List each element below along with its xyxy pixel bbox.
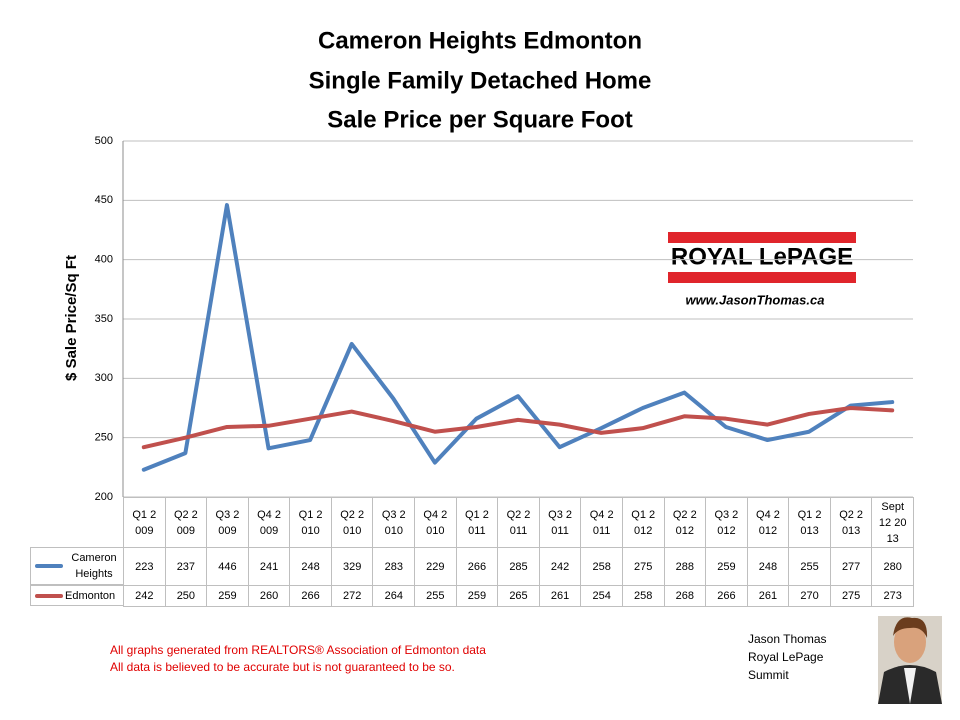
x-tick-label: Q1 2011 — [455, 497, 499, 547]
data-label: 446 — [206, 547, 249, 586]
x-tick-label: Q1 2012 — [621, 497, 665, 547]
agent-text: Jason Thomas — [748, 632, 827, 646]
legend-key — [35, 593, 63, 598]
data-label: 254 — [580, 585, 623, 607]
data-label: 229 — [414, 547, 457, 586]
data-label: 283 — [372, 547, 416, 586]
data-label: 261 — [538, 585, 582, 607]
data-label: 259 — [705, 547, 748, 586]
line — [141, 406, 895, 450]
x-tick-label: Sept12 2013 — [871, 497, 914, 547]
x-tick-label: Q2 2009 — [164, 497, 208, 547]
legend-entry: Edmonton — [30, 585, 124, 606]
x-tick-label: Q2 2011 — [497, 497, 540, 547]
legend-entry: Cameron Heights — [30, 547, 124, 585]
data-label: 255 — [414, 585, 457, 607]
chart-title: Single Family Detached Home — [309, 67, 652, 94]
x-tick-label: Q2 2012 — [663, 497, 707, 547]
x-tick-label: Q3 2010 — [372, 497, 416, 547]
x-tick-label: Q4 2009 — [247, 497, 291, 547]
y-axis-label: $ Sale Price/Sq Ft — [63, 255, 80, 381]
legend-label: Cameron Heights — [71, 552, 117, 580]
y-tick-label: 400 — [95, 254, 113, 266]
x-tick-label: Q1 2013 — [788, 497, 831, 547]
data-label: 242 — [538, 547, 582, 586]
data-label: 273 — [871, 585, 914, 607]
data-label: 248 — [289, 547, 332, 586]
x-tick-label: Q2 2013 — [829, 497, 873, 547]
data-label: 288 — [663, 547, 707, 586]
x-tick-label: Q3 2012 — [705, 497, 748, 547]
footnote: All data is believed to be accurate but … — [110, 660, 455, 674]
y-tick-label: 300 — [95, 372, 113, 384]
data-label: 266 — [705, 585, 748, 607]
data-label: 258 — [621, 585, 665, 607]
x-tick-label: Q3 2011 — [538, 497, 582, 547]
y-tick-label: 250 — [95, 432, 113, 444]
agent-photo — [878, 616, 942, 704]
x-tick-label: Q4 2010 — [414, 497, 457, 547]
data-label: 237 — [164, 547, 208, 586]
x-tick-label: Q4 2011 — [580, 497, 623, 547]
data-label: 270 — [788, 585, 831, 607]
data-label: 265 — [497, 585, 540, 607]
data-label: 264 — [372, 585, 416, 607]
logo-brand: ROYAL LePAGE — [671, 243, 853, 270]
data-label: 250 — [164, 585, 208, 607]
logo-url: www.JasonThomas.ca — [686, 292, 825, 307]
data-label: 277 — [829, 547, 873, 586]
data-label: 261 — [746, 585, 790, 607]
data-label: 259 — [455, 585, 499, 607]
y-tick-label: 500 — [95, 135, 113, 147]
legend-label: Edmonton — [65, 589, 116, 602]
agent-text: Royal LePage — [748, 650, 824, 664]
data-label: 266 — [289, 585, 332, 607]
agent-text: Summit — [748, 668, 789, 682]
data-label: 241 — [247, 547, 291, 586]
line — [141, 203, 895, 472]
data-label: 223 — [123, 547, 166, 586]
data-label: 248 — [746, 547, 790, 586]
y-tick-label: 450 — [95, 194, 113, 206]
data-label: 266 — [455, 547, 499, 586]
x-tick-label: Q2 2010 — [330, 497, 374, 547]
logo-bar — [668, 272, 856, 283]
data-label: 275 — [829, 585, 873, 607]
x-tick-label: Q1 2009 — [123, 497, 166, 547]
data-label: 255 — [788, 547, 831, 586]
data-label: 268 — [663, 585, 707, 607]
chart-title: Cameron Heights Edmonton — [318, 27, 642, 54]
legend-key — [35, 564, 63, 568]
x-tick-label: Q1 2010 — [289, 497, 332, 547]
data-label: 280 — [871, 547, 914, 586]
data-label: 329 — [330, 547, 374, 586]
footnote: All graphs generated from REALTORS® Asso… — [110, 643, 486, 657]
x-tick-label: Q4 2012 — [746, 497, 790, 547]
y-tick-label: 350 — [95, 313, 113, 325]
data-label: 272 — [330, 585, 374, 607]
data-label: 242 — [123, 585, 166, 607]
data-label: 275 — [621, 547, 665, 586]
data-label: 259 — [206, 585, 249, 607]
y-tick-label: 200 — [95, 491, 113, 503]
data-label: 260 — [247, 585, 291, 607]
data-label: 285 — [497, 547, 540, 586]
x-tick-label: Q3 2009 — [206, 497, 249, 547]
chart-title: Sale Price per Square Foot — [327, 106, 632, 133]
logo-bar — [668, 232, 856, 243]
data-label: 258 — [580, 547, 623, 586]
